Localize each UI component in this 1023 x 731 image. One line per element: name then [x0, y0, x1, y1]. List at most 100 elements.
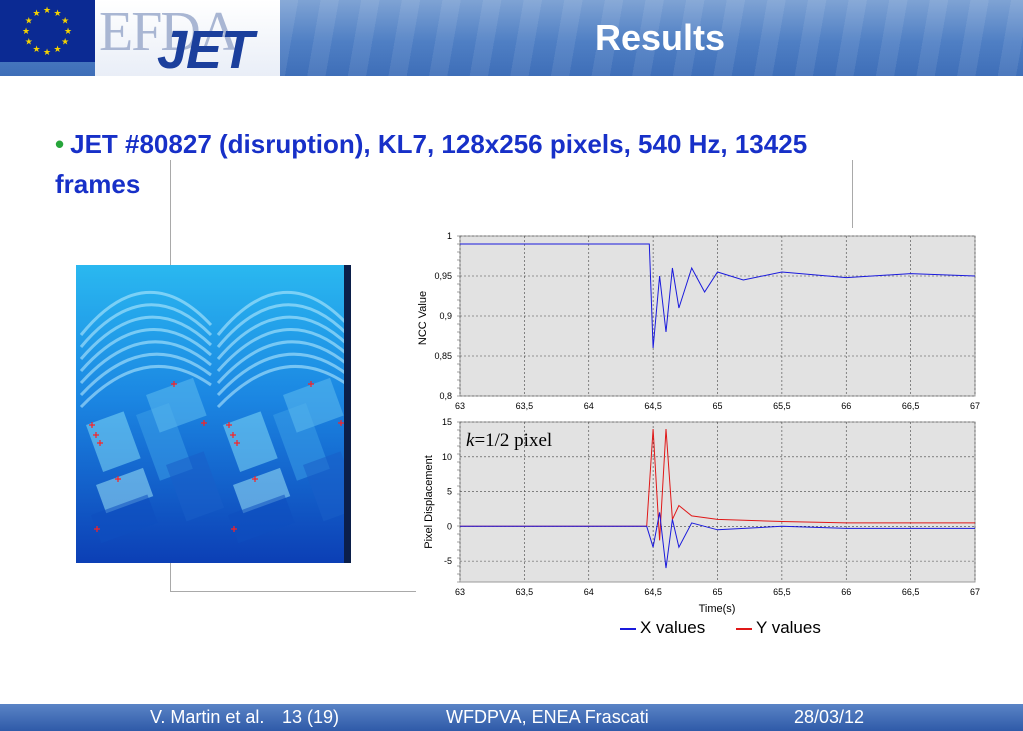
x-tick-label: 65 [712, 587, 722, 597]
y-tick-label: 0,85 [434, 351, 452, 361]
x-tick-label: 67 [970, 401, 980, 411]
x-tick-label: 63 [455, 587, 465, 597]
x-tick-label: 66,5 [902, 401, 920, 411]
legend-label-y: Y values [755, 618, 821, 637]
x-tick-label: 64 [584, 587, 594, 597]
thermal-arc [79, 291, 213, 336]
thermal-arc [216, 340, 349, 385]
eu-star-icon: ★ [43, 47, 51, 57]
pixel-displacement-chart: 63 63,5 64 64,5 65 65,5 66 66,5 67 -5 0 5 10 15 Pixel… [423, 417, 980, 615]
chart-legend: X values Y values [620, 618, 847, 638]
x-tick-label: 65 [712, 401, 722, 411]
eu-star-icon: ★ [25, 37, 33, 47]
thermal-camera-image [76, 265, 351, 563]
displacement-x-axis-label: Time(s) [699, 603, 736, 615]
legend-swatch-y [735, 627, 752, 630]
page-title: Results [594, 17, 726, 58]
eu-star-icon: ★ [64, 26, 72, 36]
thermal-arc [79, 352, 212, 397]
x-tick-label: 64 [584, 401, 594, 411]
y-tick-label: 15 [442, 417, 452, 427]
legend-item-y: Y values [735, 618, 821, 638]
thermal-block [91, 494, 158, 544]
y-tick-label: 0,8 [439, 391, 452, 401]
x-tick-label: 63,5 [516, 587, 534, 597]
thermal-arc [79, 303, 213, 348]
y-tick-label: 5 [447, 487, 452, 497]
thermal-arc [79, 328, 212, 372]
thermal-image-graphic [76, 265, 351, 563]
thermal-block [165, 451, 225, 522]
footer-author: V. Martin et al. [150, 707, 265, 727]
k-value: =1/2 pixel [474, 430, 553, 451]
x-tick-label: 63,5 [516, 401, 534, 411]
k-symbol: k [466, 430, 475, 451]
x-tick-label: 66 [841, 401, 851, 411]
eu-star-icon: ★ [22, 26, 30, 36]
thermal-arc [216, 328, 349, 372]
x-tick-label: 65,5 [773, 401, 791, 411]
thermal-arc [79, 315, 213, 360]
frame-line-bottom [170, 591, 416, 592]
eu-star-icon: ★ [53, 8, 61, 18]
y-tick-label: 10 [442, 452, 452, 462]
bullet-dot-icon: • [55, 129, 65, 159]
thermal-block [95, 467, 154, 514]
ncc-value-chart: 63 63,5 64 64,5 65 65,5 66 66,5 67 0,8 0,85 0,9 0,95… [417, 231, 980, 411]
x-tick-label: 67 [970, 587, 980, 597]
ncc-series-line [460, 243, 976, 349]
y-tick-label: 0,95 [434, 271, 452, 281]
y-tick-label: 0,9 [439, 311, 452, 321]
thermal-block [222, 411, 278, 472]
thermal-block [227, 494, 295, 544]
y-tick-label: 1 [447, 231, 452, 241]
legend-item-x: X values [620, 618, 705, 638]
slide-footer: V. Martin et al. 13 (19) WFDPVA, ENEA Fr… [0, 704, 1023, 731]
thermal-arc [79, 364, 212, 409]
frame-line-right [852, 160, 853, 228]
eu-star-icon: ★ [32, 44, 40, 54]
thermal-arc [216, 315, 350, 360]
x-tick-label: 63 [455, 401, 465, 411]
thermal-block [146, 377, 207, 433]
legend-swatch-x [620, 627, 636, 630]
logo-jet-text: JET [157, 20, 254, 76]
legend-label-x: X values [640, 618, 706, 637]
thermal-block [283, 377, 344, 433]
x-tick-label: 64,5 [644, 587, 662, 597]
header-decoration [280, 0, 1023, 76]
footer-event: WFDPVA, ENEA Frascati [446, 707, 649, 727]
thermal-arc [79, 340, 212, 385]
eu-flag-logo: ★ ★ ★ ★ ★ ★ ★ ★ ★ ★ ★ ★ [0, 0, 95, 62]
ncc-y-axis-label: NCC Value [417, 291, 429, 345]
bullet-text: JET #80827 (disruption), KL7, 128x256 pi… [55, 129, 808, 199]
x-tick-label: 64,5 [644, 401, 662, 411]
y-tick-label: -5 [444, 556, 452, 566]
thermal-arc [216, 352, 349, 397]
eu-stars-icon: ★ ★★★★★★★★★★★ [22, 5, 72, 57]
footer-page: 13 (19) [282, 707, 340, 727]
eu-star-icon: ★ [61, 16, 69, 26]
logo-efda-text: EFDA [99, 1, 239, 63]
bullet-point: • JET #80827 (disruption), KL7, 128x256 p… [55, 124, 875, 204]
eu-star-icon: ★ [53, 44, 61, 54]
x-tick-label: 66,5 [902, 587, 920, 597]
thermal-arc [216, 291, 350, 336]
y-values-series-line [460, 428, 975, 541]
displacement-y-axis-label: Pixel Displacement [423, 455, 435, 549]
x-tick-label: 66 [841, 587, 851, 597]
thermal-arc [216, 303, 350, 348]
x-tick-label: 65,5 [773, 587, 791, 597]
eu-star-icon: ★ [25, 16, 33, 26]
k-annotation: k=1/2 pixel [466, 430, 552, 452]
thermal-block [232, 467, 291, 514]
thermal-arc [216, 364, 349, 409]
eu-star-icon: ★ [43, 5, 51, 15]
footer-date: 28/03/12 [794, 707, 865, 727]
y-tick-label: 0 [447, 521, 452, 531]
slide-header: ★ ★ ★ ★ ★ ★ ★ ★ ★ ★ ★ ★ EFDA JET Results [0, 0, 1023, 76]
efda-jet-logo: EFDA JET [95, 0, 280, 76]
eu-star-icon: ★ [32, 8, 40, 18]
eu-star-icon: ★ [61, 37, 69, 47]
thermal-block [86, 411, 141, 472]
